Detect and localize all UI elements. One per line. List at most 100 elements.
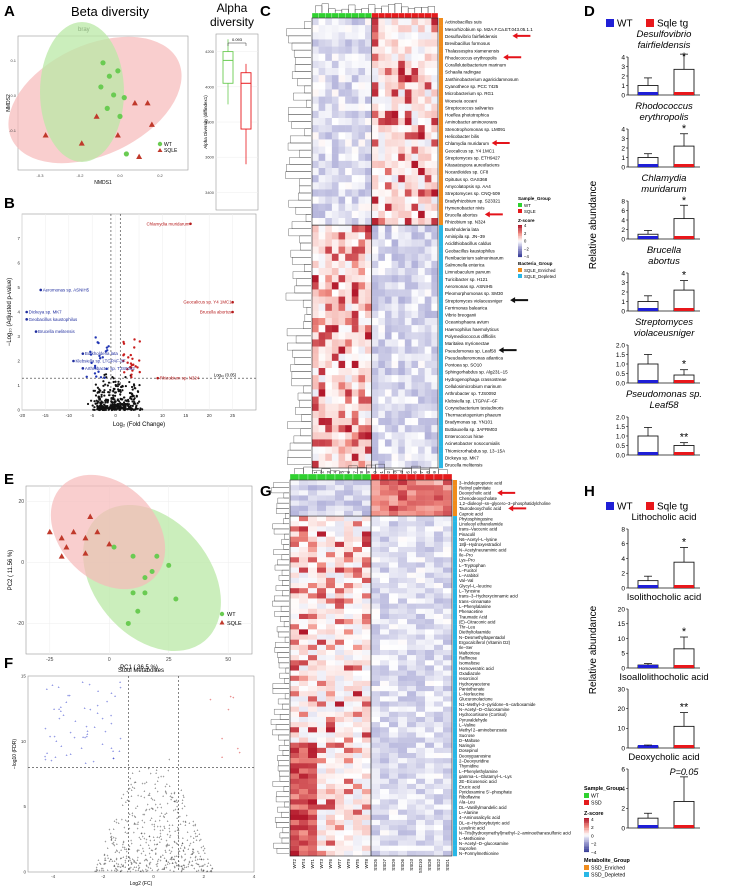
heatmap-cell (443, 500, 453, 506)
up-point (126, 361, 129, 364)
heatmap-cell (317, 480, 327, 486)
heatmap-cell (299, 593, 309, 599)
ns-point: + (100, 863, 102, 867)
heatmap-cell (431, 303, 439, 312)
heatmap-cell (411, 210, 419, 219)
heatmap-cell (338, 418, 346, 426)
heatmap-cell (371, 480, 381, 486)
heatmap-cell (411, 296, 419, 304)
heatmap-cell (331, 325, 339, 333)
heatmap-cell (404, 353, 412, 362)
heatmap-cell (362, 485, 372, 491)
y-tick-label: 0.0 (616, 452, 625, 459)
bar-fill (638, 164, 658, 167)
heatmap-cell (351, 418, 359, 426)
ns-point: + (176, 801, 178, 805)
ns-point: + (122, 793, 124, 797)
ns-point: + (107, 856, 109, 860)
y-tick-label: 4 (621, 54, 625, 61)
ns-point: + (182, 836, 184, 840)
heatmap-cell (371, 396, 379, 404)
heatmap-cell (371, 768, 381, 774)
heatmap-cell (407, 747, 417, 754)
heatmap-cell (398, 598, 408, 604)
heatmap-cell (380, 675, 390, 682)
legend-sqle-marker (157, 148, 163, 152)
heatmap-cell (351, 210, 359, 219)
heatmap-cell (371, 634, 381, 640)
heatmap-cell (407, 567, 417, 573)
heatmap-cell (338, 32, 346, 40)
heatmap-cell (424, 203, 432, 212)
heatmap-cell (351, 203, 359, 212)
heatmap-cell (434, 840, 444, 846)
heatmap-cell (290, 691, 300, 697)
bacteria-group-cell (439, 282, 443, 290)
heatmap-cell (290, 516, 300, 522)
row-label: Aminipila sp. JN−39 (445, 234, 485, 239)
ns-point (129, 395, 132, 398)
legend-label: SQLE_Depleted (524, 274, 556, 279)
y-tick-label: 2 (621, 806, 625, 813)
ns-point: + (103, 863, 105, 867)
heatmap-cell (380, 758, 390, 764)
column-label: WT2 (292, 859, 297, 869)
heatmap-cell (424, 196, 432, 204)
heatmap-cell (424, 375, 432, 383)
zscore-gradient-step (584, 841, 589, 844)
heatmap-cell (326, 603, 336, 609)
heatmap-cell (389, 572, 399, 579)
heatmap-cell (425, 686, 435, 692)
metabolite-group-cell (453, 583, 457, 589)
heatmap-cell (404, 53, 412, 62)
heatmap-cell (344, 680, 354, 687)
heatmap-cell (353, 716, 363, 723)
heatmap-cell (345, 153, 352, 162)
ns-point: + (142, 847, 144, 851)
heatmap-cell (353, 809, 363, 815)
heatmap-cell (398, 758, 408, 764)
ns-point (114, 407, 117, 410)
bar-panel-title: Leaf58 (649, 400, 679, 411)
heatmap-cell (411, 396, 419, 404)
heatmap-cell (424, 432, 432, 440)
heatmap-cell (431, 368, 439, 376)
heatmap-cell (425, 819, 435, 826)
heatmap-cell (371, 168, 379, 176)
bacteria-group-cell (439, 310, 443, 319)
bar-panel-title: Lithocholic acid (632, 512, 697, 523)
heatmap-cell (371, 310, 379, 319)
x-tick-label: 25 (230, 413, 235, 418)
heatmap-cell (338, 182, 346, 190)
heatmap-cell (404, 268, 412, 276)
heatmap-cell (290, 567, 300, 573)
heatmap-cell (317, 742, 327, 749)
highlight-arrow (484, 211, 503, 218)
y-axis-label: −Log₁₀ (Adjusted p-value) (7, 278, 13, 346)
heatmap-cell (434, 624, 444, 630)
heatmap-cell (351, 60, 359, 69)
heatmap-cell (317, 809, 327, 815)
heatmap-cell (424, 232, 432, 240)
heatmap-cell (378, 68, 386, 76)
metabolite-group-cell (453, 552, 457, 558)
heatmap-cell (425, 603, 435, 609)
bacteria-group-cell (439, 425, 443, 433)
heatmap-cell (290, 706, 300, 712)
heatmap-cell (345, 68, 352, 76)
heatmap-cell (331, 132, 339, 140)
heatmap-cell (378, 25, 386, 33)
heatmap-cell (431, 60, 439, 69)
bar-fill (674, 585, 694, 588)
heatmap-cell (411, 118, 419, 126)
ns-point: + (157, 825, 159, 829)
legend-title: Sample_Group (584, 786, 623, 792)
heatmap-cell (362, 583, 372, 589)
heatmap-cell (398, 260, 406, 269)
heatmap-cell (443, 629, 453, 635)
heatmap-cell (358, 246, 366, 254)
ns-point: + (211, 867, 213, 871)
heatmap-cell (358, 453, 366, 462)
heatmap-cell (362, 490, 372, 496)
ns-point: + (187, 830, 189, 834)
